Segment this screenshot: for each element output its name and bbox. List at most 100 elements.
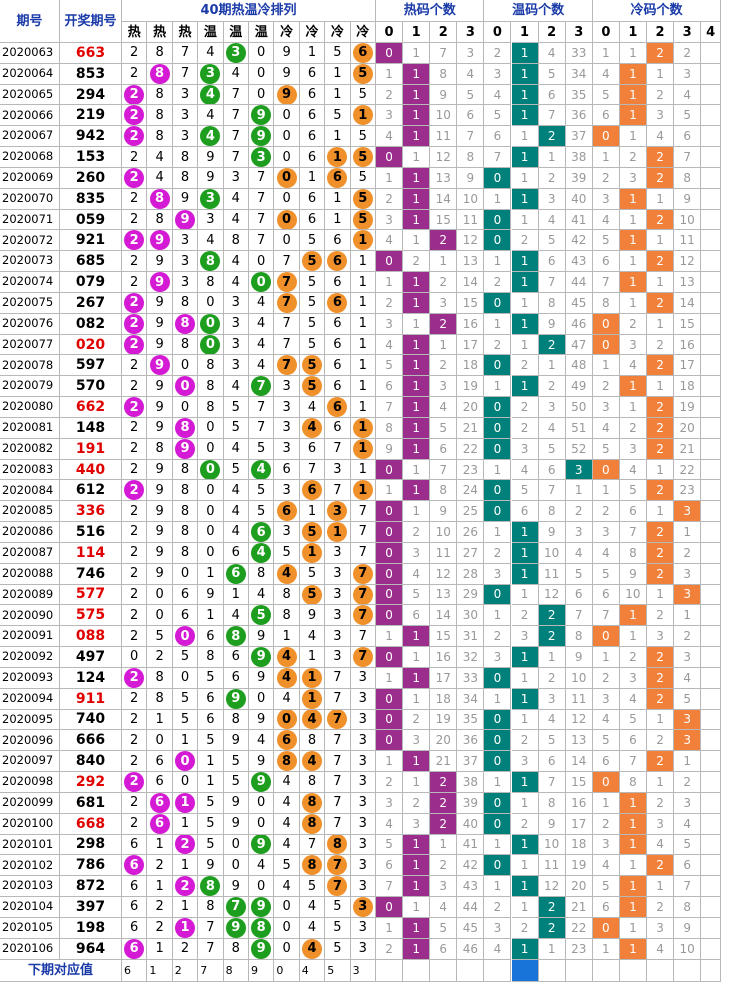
warm-count-cell: 8 (538, 792, 566, 814)
cold-count-cell: 2 (647, 647, 675, 668)
digit-cell: 6 (274, 501, 300, 523)
warm-ball: 3 (225, 43, 246, 63)
period-cell: 2020066 (0, 105, 60, 127)
hot-count-cell: 1 (430, 834, 458, 856)
digit-cell: 1 (350, 105, 376, 127)
period-cell: 2020089 (0, 584, 60, 606)
hot-count-cell: 8 (430, 63, 458, 85)
digit-cell: 4 (299, 897, 326, 918)
hot-count-cell: 0 (376, 709, 404, 731)
digit-cell: 5 (172, 647, 199, 668)
digit-cell: 1 (299, 688, 326, 710)
digit-cell: 0 (274, 105, 300, 127)
period-cell: 2020078 (0, 355, 60, 377)
warm-count-cell: 1 (484, 459, 512, 481)
cold-ball: 6 (327, 292, 348, 313)
digit-cell: 7 (274, 334, 300, 356)
cold-count-cell-4 (701, 292, 722, 314)
digit-cell: 2 (122, 751, 148, 773)
draw-number-cell: 853 (60, 63, 122, 85)
hot-count-cell: 3 (403, 813, 431, 835)
next-value-cell: 8 (223, 959, 249, 982)
hot-count-col-label: 3 (457, 22, 485, 43)
digit-cell: 7 (325, 709, 351, 731)
digit-cell: 7 (325, 438, 351, 460)
cold-count-cell: 4 (647, 834, 675, 856)
hot-count-cell: 3 (376, 313, 404, 335)
digit-cell: 3 (172, 84, 199, 106)
digit-cell: 5 (325, 917, 351, 939)
cold-count-cell: 5 (592, 438, 620, 460)
period-cell: 2020073 (0, 251, 60, 273)
digit-cell: 2 (122, 688, 148, 710)
cold-count-cell-4 (701, 751, 722, 773)
period-cell: 2020069 (0, 167, 60, 189)
digit-cell: 3 (198, 209, 224, 231)
digit-cell: 1 (198, 563, 224, 585)
digit-cell: 3 (223, 313, 249, 335)
digit-cell: 2 (122, 480, 148, 502)
next-value-cell: 4 (299, 959, 326, 982)
digit-cell: 8 (249, 917, 275, 939)
digit-cell: 5 (223, 772, 249, 793)
digit-cell: 6 (325, 397, 351, 418)
digit-cell: 1 (350, 438, 376, 460)
digit-cell: 8 (172, 501, 199, 523)
digit-cell: 7 (350, 647, 376, 668)
digit-cell: 4 (223, 251, 249, 273)
category-label: 热 (147, 22, 173, 43)
cold-count-cell: 2 (592, 167, 620, 189)
hot-ball: 2 (124, 334, 145, 355)
cold-count-cell-4 (701, 626, 722, 648)
digit-cell: 6 (274, 730, 300, 752)
hot-count-cell: 42 (457, 855, 485, 877)
digit-cell: 9 (223, 688, 249, 710)
cold-count-cell: 4 (592, 855, 620, 877)
cold-count-cell: 5 (619, 480, 647, 502)
digit-cell: 3 (223, 167, 249, 189)
warm-count-cell: 6 (538, 251, 566, 273)
digit-cell: 4 (223, 522, 249, 543)
digit-cell: 9 (223, 876, 249, 898)
cold-count-cell: 5 (592, 876, 620, 898)
digit-cell: 4 (223, 272, 249, 293)
digit-cell: 4 (274, 834, 300, 856)
digit-cell: 7 (223, 897, 249, 918)
cold-count-cell: 7 (592, 272, 620, 293)
digit-cell: 0 (274, 209, 300, 231)
digit-cell: 6 (223, 542, 249, 564)
digit-cell: 7 (350, 584, 376, 606)
warm-count-cell: 0 (484, 855, 512, 877)
digit-cell: 2 (122, 105, 148, 127)
digit-cell: 9 (249, 772, 275, 793)
cold-count-cell: 1 (619, 834, 647, 856)
hot-count-cell: 1 (403, 459, 431, 481)
cold-count-cell-4 (701, 417, 722, 439)
digit-cell: 6 (172, 584, 199, 606)
cold-count-cell-4 (701, 43, 722, 64)
cold-count-cell: 12 (674, 251, 702, 273)
warm-count-cell: 10 (565, 667, 593, 689)
digit-cell: 1 (299, 647, 326, 668)
hot-ball: 2 (124, 126, 145, 147)
cold-ball: 0 (276, 167, 297, 188)
cold-count-cell: 1 (647, 272, 675, 293)
digit-cell: 0 (249, 43, 275, 64)
warm-count-cell: 2 (538, 626, 566, 648)
digit-cell: 6 (198, 688, 224, 710)
cold-count-cell: 2 (647, 542, 675, 564)
digit-cell: 3 (350, 813, 376, 835)
digit-cell: 2 (122, 667, 148, 689)
warm-count-cell: 49 (565, 376, 593, 398)
digit-cell: 6 (325, 417, 351, 439)
digit-cell: 1 (172, 855, 199, 877)
digit-cell: 1 (350, 376, 376, 398)
digit-cell: 9 (249, 626, 275, 648)
hot-count-cell: 8 (430, 480, 458, 502)
digit-cell: 9 (147, 397, 173, 418)
digit-cell: 6 (147, 792, 173, 814)
cold-count-cell: 22 (674, 459, 702, 481)
draw-number-cell: 575 (60, 605, 122, 627)
next-value-cell: 1 (147, 959, 173, 982)
hot-count-cell: 6 (376, 376, 404, 398)
